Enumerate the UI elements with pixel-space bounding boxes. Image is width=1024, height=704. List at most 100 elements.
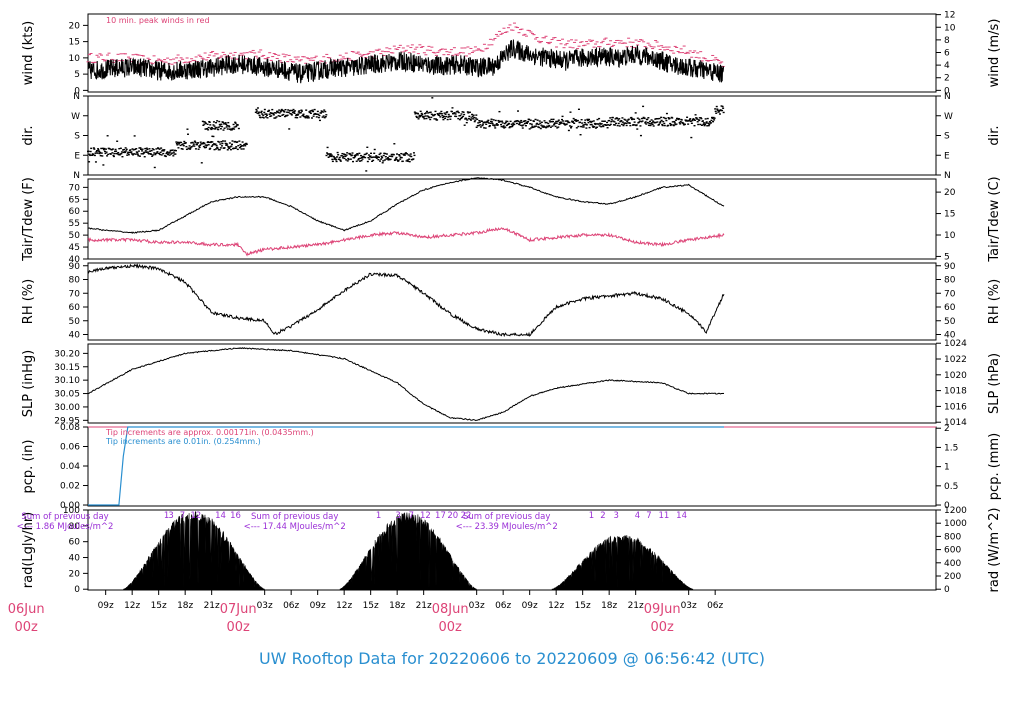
rad-day-3 bbox=[551, 535, 694, 591]
slp-ytick-label: 29.95 bbox=[54, 416, 80, 426]
wind-panel-frame bbox=[87, 13, 937, 93]
pcp-ytick-right-label: 0.5 bbox=[944, 482, 958, 492]
wind-ytick-right-label: 6 bbox=[944, 48, 950, 58]
temp-ytick-label: 60 bbox=[69, 207, 81, 217]
rh-ytick-right-label: 70 bbox=[944, 289, 956, 299]
wind-ytick-label: 10 bbox=[69, 54, 81, 64]
slp-ytick-right-label: 1016 bbox=[944, 402, 967, 412]
rad-ytick-right-label: 400 bbox=[944, 559, 961, 569]
pcp-ytick-label: 0.08 bbox=[60, 423, 80, 433]
dir-ytick-label: W bbox=[71, 112, 80, 122]
rad-ytick-right-label: 200 bbox=[944, 572, 961, 582]
dir-ylabel-right: dir. bbox=[987, 125, 1002, 145]
rad-day-sum-title: Sum of previous day bbox=[463, 512, 550, 522]
rad-ytick-label: 100 bbox=[63, 506, 80, 516]
slp-ytick-label: 30.00 bbox=[54, 403, 80, 413]
temp-ylabel-right: Tair/Tdew (C) bbox=[987, 176, 1002, 262]
rh-ytick-right-label: 90 bbox=[944, 262, 956, 272]
rad-day-sum-value: <--- 17.44 MJoules/m^2 bbox=[244, 522, 346, 532]
wind-speed-line bbox=[87, 39, 725, 84]
slp-panel-frame bbox=[87, 343, 937, 424]
rad-hour-mark: 1 bbox=[589, 511, 594, 521]
wind-ytick-right-label: 8 bbox=[944, 36, 950, 46]
wind-ytick-right-label: 12 bbox=[944, 11, 955, 21]
time-tick-label: 03z bbox=[469, 601, 485, 611]
time-tick-label: 12z bbox=[548, 601, 564, 611]
slp-ytick-label: 30.15 bbox=[54, 363, 80, 373]
rad-ytick-right-label: 800 bbox=[944, 532, 961, 542]
rad-ytick-right-label: 0 bbox=[944, 585, 950, 595]
rad-ylabel: rad(Lgly/hr) bbox=[21, 512, 36, 588]
dir-ytick-label: N bbox=[73, 92, 80, 102]
rad-day-sum-title: Sum of previous day bbox=[21, 512, 108, 522]
rh-ytick-label: 60 bbox=[69, 303, 81, 313]
rad-ytick-right-label: 1200 bbox=[944, 506, 967, 516]
time-tick-label: 12z bbox=[124, 601, 140, 611]
rad-hour-mark: 14 bbox=[215, 511, 226, 521]
pcp-ytick-right-label: 0 bbox=[944, 501, 950, 511]
dir-ytick-right-label: N bbox=[944, 92, 951, 102]
time-tick-label: 18z bbox=[389, 601, 405, 611]
wind-ytick-right-label: 4 bbox=[944, 61, 950, 71]
pcp-ytick-right-label: 1 bbox=[944, 463, 950, 473]
dir-ytick-label: S bbox=[74, 132, 80, 142]
time-tick-label: 18z bbox=[601, 601, 617, 611]
slp-ytick-right-label: 1022 bbox=[944, 355, 967, 365]
time-tick-label: 15z bbox=[151, 601, 167, 611]
tair-line bbox=[87, 177, 725, 234]
rh-ytick-label: 90 bbox=[69, 262, 81, 272]
pcp-ylabel: pcp. (in) bbox=[21, 440, 36, 494]
rh-ytick-label: 70 bbox=[69, 289, 81, 299]
rad-ytick-label: 0 bbox=[74, 585, 80, 595]
dir-ytick-right-label: E bbox=[944, 151, 950, 161]
time-day-sublabel: 00z bbox=[650, 620, 674, 635]
time-tick-label: 21z bbox=[204, 601, 220, 611]
slp-ytick-right-label: 1024 bbox=[944, 339, 967, 349]
dir-panel-frame bbox=[87, 95, 937, 176]
slp-ytick-label: 30.10 bbox=[54, 376, 80, 386]
rh-ytick-label: 50 bbox=[69, 317, 81, 327]
rad-hour-mark: 1 bbox=[376, 511, 381, 521]
pcp-line bbox=[88, 426, 724, 506]
rh-ytick-right-label: 80 bbox=[944, 276, 956, 286]
rad-hour-mark: 3 bbox=[395, 511, 400, 521]
rad-hour-mark: 3 bbox=[614, 511, 619, 521]
temp-ytick-label: 45 bbox=[69, 243, 80, 253]
rad-ytick-label: 40 bbox=[69, 554, 81, 564]
rad-ytick-label: 20 bbox=[69, 569, 81, 579]
temp-ytick-label: 65 bbox=[69, 195, 80, 205]
time-tick-label: 06z bbox=[495, 601, 511, 611]
time-tick-label: 15z bbox=[575, 601, 591, 611]
time-day-label: 08Jun bbox=[432, 602, 469, 617]
wind-ytick-right-label: 2 bbox=[944, 74, 950, 84]
rh-ylabel: RH (%) bbox=[21, 279, 36, 324]
pcp-ylabel-right: pcp. (mm) bbox=[987, 433, 1002, 500]
wind-ytick-label: 5 bbox=[74, 70, 80, 80]
time-tick-label: 09z bbox=[98, 601, 114, 611]
rad-day-sum-title: Sum of previous day bbox=[251, 512, 338, 522]
rad-ytick-label: 60 bbox=[69, 538, 81, 548]
rh-line bbox=[87, 263, 725, 338]
time-tick-label: 09z bbox=[522, 601, 538, 611]
rh-ytick-right-label: 50 bbox=[944, 317, 956, 327]
rad-day-sum-value: <--- 23.39 MJoules/m^2 bbox=[456, 522, 558, 532]
time-tick-label: 03z bbox=[681, 601, 697, 611]
wind-ytick-right-label: 0 bbox=[944, 86, 950, 96]
dir-ylabel: dir. bbox=[21, 125, 36, 145]
time-tick-label: 21z bbox=[416, 601, 432, 611]
time-tick-label: 18z bbox=[177, 601, 193, 611]
slp-ytick-right-label: 1018 bbox=[944, 387, 967, 397]
rad-hour-mark: 12 bbox=[190, 511, 201, 521]
dir-ytick-right-label: W bbox=[944, 112, 953, 122]
temp-ytick-label: 55 bbox=[69, 219, 80, 229]
rad-ytick-right-label: 1000 bbox=[944, 519, 967, 529]
rad-day-2 bbox=[339, 512, 477, 591]
temp-panel-frame bbox=[87, 178, 937, 260]
pcp-ytick-label: 0.06 bbox=[60, 443, 80, 453]
temp-ylabel: Tair/Tdew (F) bbox=[21, 177, 36, 262]
temp-ytick-label: 50 bbox=[69, 231, 81, 241]
rad-hour-mark: 7 bbox=[180, 511, 185, 521]
pcp-note-red: Tip increments are approx. 0.00171in. (0… bbox=[105, 428, 314, 437]
time-day-label: 09Jun bbox=[644, 602, 681, 617]
temp-ytick-right-label: 10 bbox=[944, 231, 956, 241]
